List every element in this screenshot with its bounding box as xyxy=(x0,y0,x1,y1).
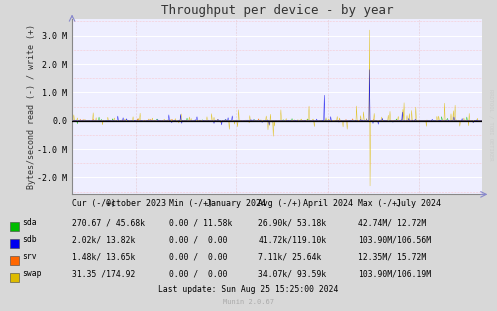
Text: swap: swap xyxy=(22,269,42,278)
Text: 31.35 /174.92: 31.35 /174.92 xyxy=(72,269,136,278)
Text: 2.02k/ 13.82k: 2.02k/ 13.82k xyxy=(72,235,136,244)
Text: 103.90M/106.56M: 103.90M/106.56M xyxy=(358,235,431,244)
Text: 0.00 /  0.00: 0.00 / 0.00 xyxy=(169,235,228,244)
Text: 42.74M/ 12.72M: 42.74M/ 12.72M xyxy=(358,218,426,227)
Y-axis label: Bytes/second read (-) / write (+): Bytes/second read (-) / write (+) xyxy=(27,24,36,189)
Text: 0.00 / 11.58k: 0.00 / 11.58k xyxy=(169,218,233,227)
Text: RRDTOOL / TOBI OETIKER: RRDTOOL / TOBI OETIKER xyxy=(489,89,494,160)
Text: Cur (-/+): Cur (-/+) xyxy=(72,199,116,208)
Text: 34.07k/ 93.59k: 34.07k/ 93.59k xyxy=(258,269,327,278)
Text: 0.00 /  0.00: 0.00 / 0.00 xyxy=(169,269,228,278)
Text: 12.35M/ 15.72M: 12.35M/ 15.72M xyxy=(358,252,426,261)
Text: Min (-/+): Min (-/+) xyxy=(169,199,213,208)
Text: sdb: sdb xyxy=(22,235,37,244)
Title: Throughput per device - by year: Throughput per device - by year xyxy=(161,4,393,17)
Text: 41.72k/119.10k: 41.72k/119.10k xyxy=(258,235,327,244)
Text: 0.00 /  0.00: 0.00 / 0.00 xyxy=(169,252,228,261)
Text: 103.90M/106.19M: 103.90M/106.19M xyxy=(358,269,431,278)
Text: Last update: Sun Aug 25 15:25:00 2024: Last update: Sun Aug 25 15:25:00 2024 xyxy=(159,285,338,294)
Text: 1.48k/ 13.65k: 1.48k/ 13.65k xyxy=(72,252,136,261)
Text: Avg (-/+): Avg (-/+) xyxy=(258,199,302,208)
Text: sda: sda xyxy=(22,218,37,227)
Text: 7.11k/ 25.64k: 7.11k/ 25.64k xyxy=(258,252,322,261)
Text: Munin 2.0.67: Munin 2.0.67 xyxy=(223,299,274,305)
Text: 270.67 / 45.68k: 270.67 / 45.68k xyxy=(72,218,145,227)
Text: Max (-/+): Max (-/+) xyxy=(358,199,402,208)
Text: 26.90k/ 53.18k: 26.90k/ 53.18k xyxy=(258,218,327,227)
Text: srv: srv xyxy=(22,252,37,261)
